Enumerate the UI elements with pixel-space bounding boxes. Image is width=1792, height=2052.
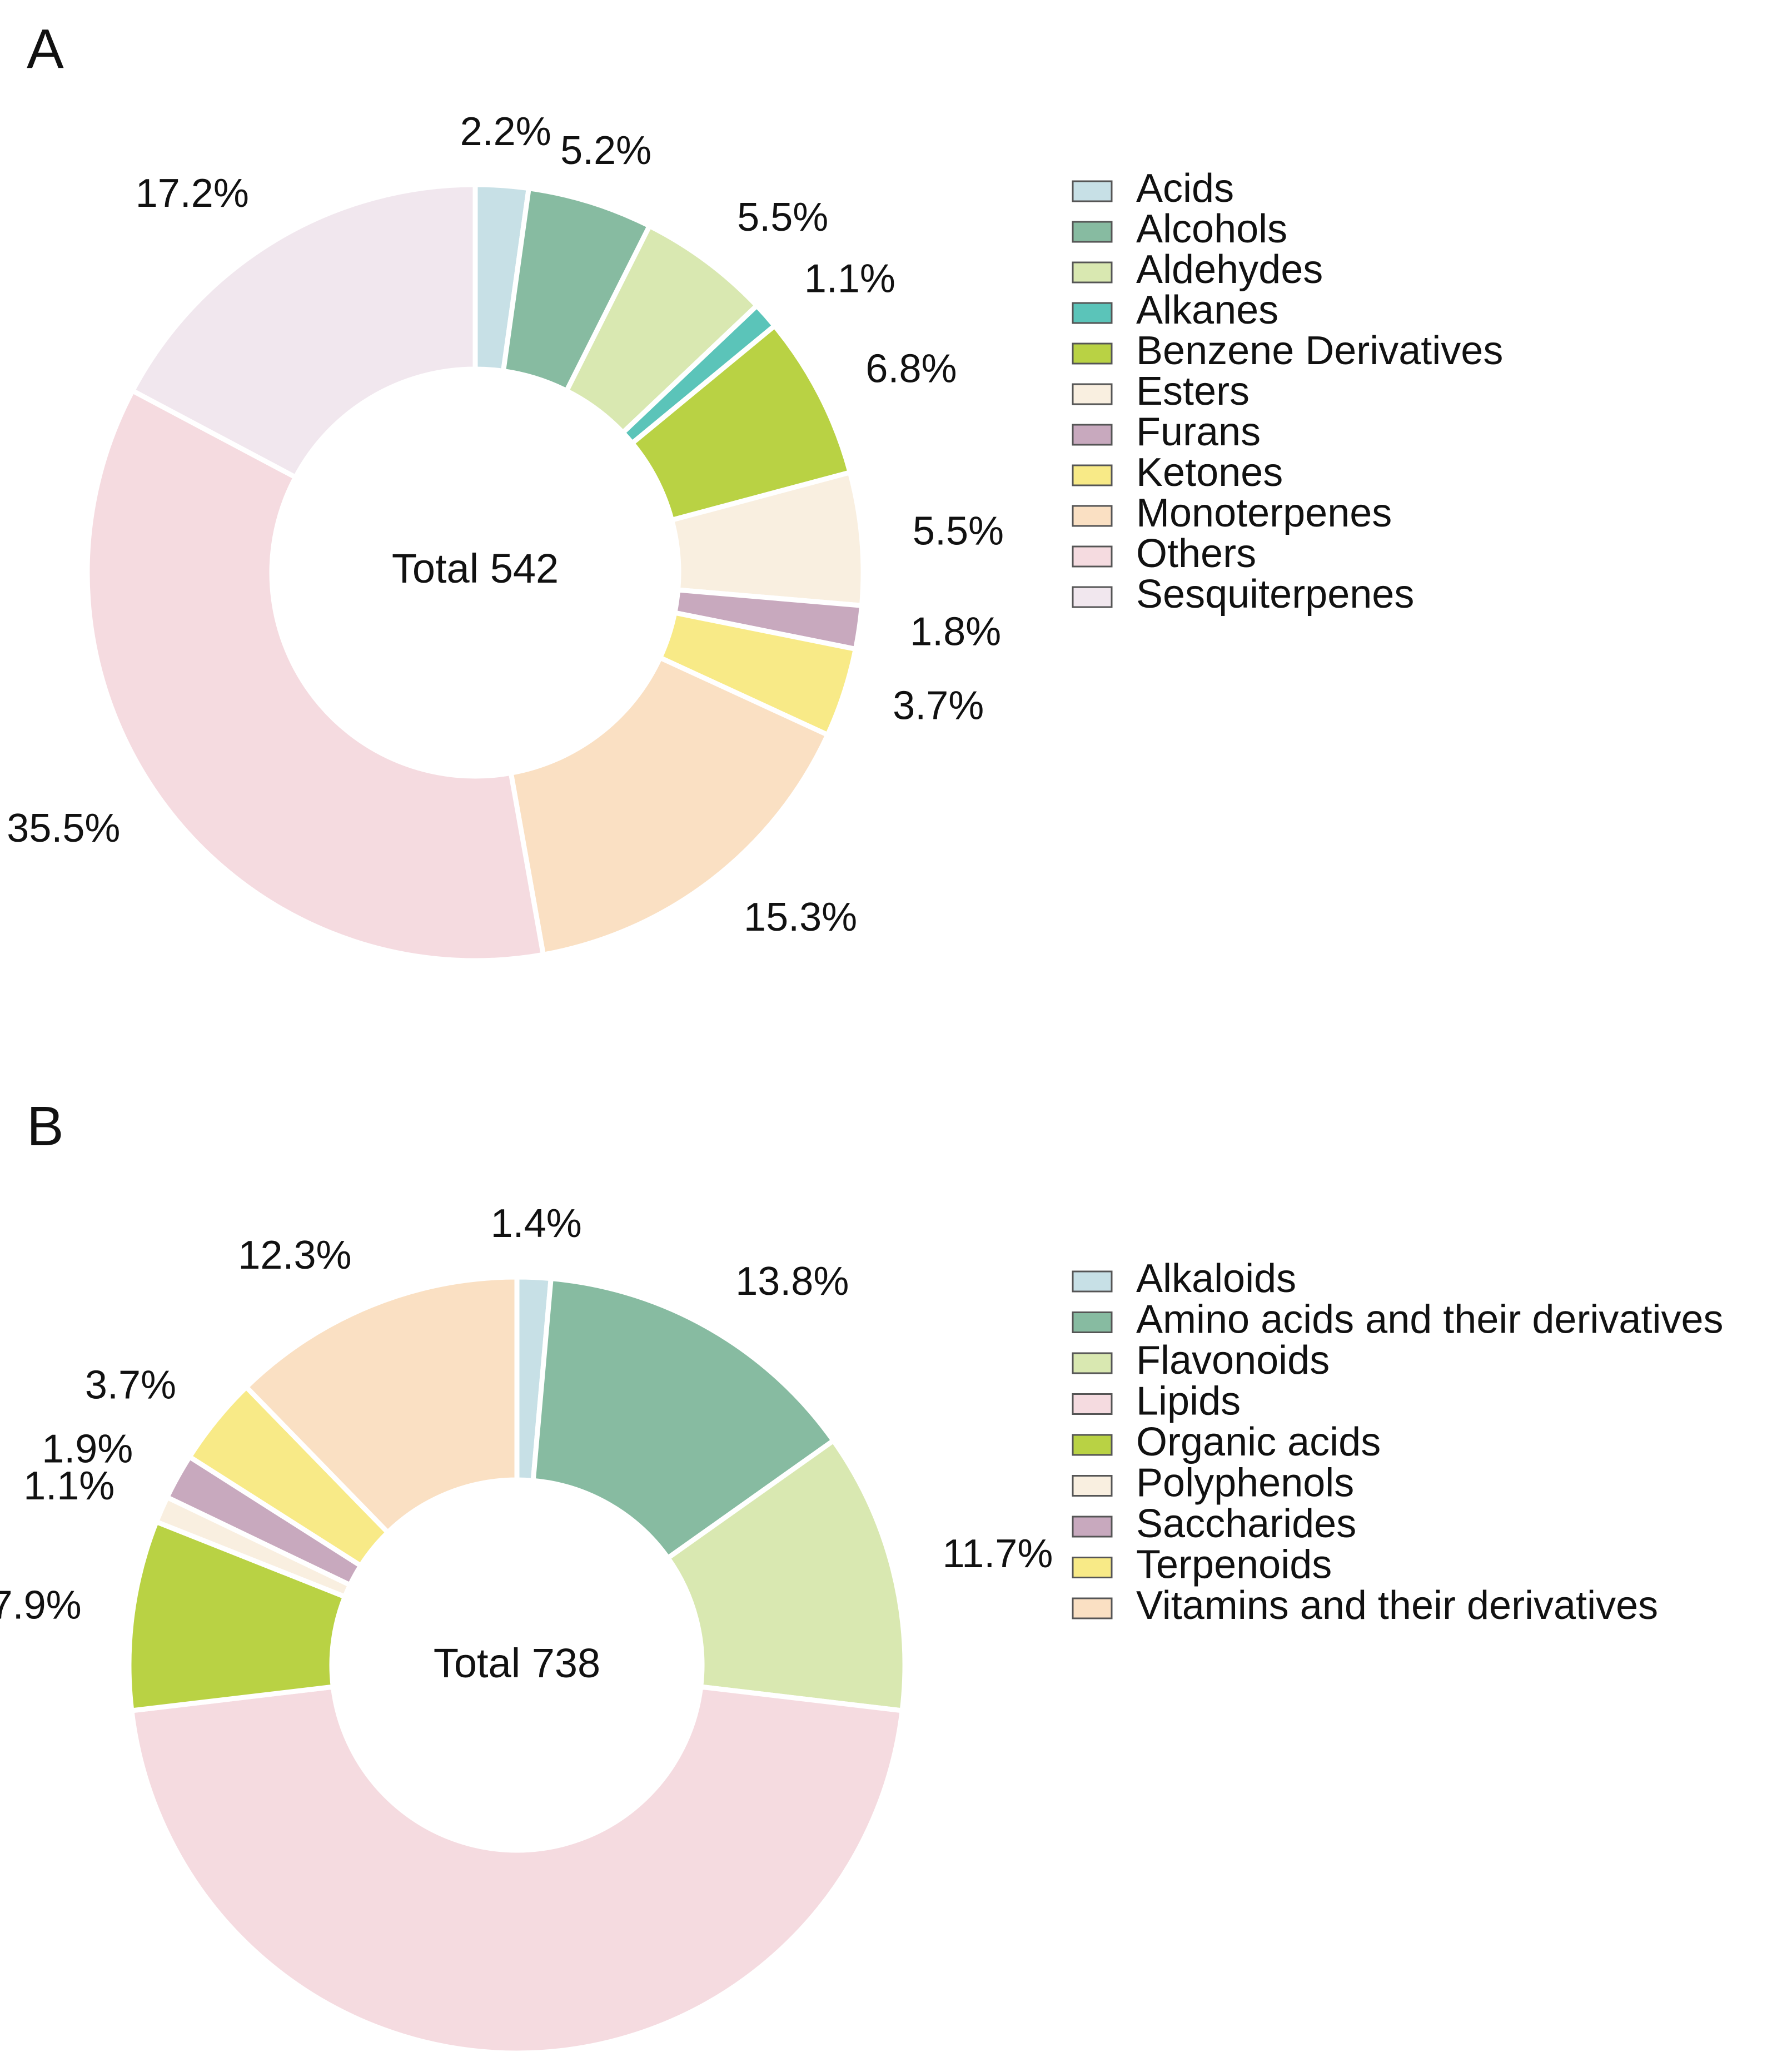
panel-a-value-label-alcohols: 5.2% xyxy=(560,128,651,173)
panel-a-value-label-sesquiterpenes: 17.2% xyxy=(136,171,249,216)
panel-a-value-label-aldehydes: 5.5% xyxy=(737,195,828,240)
panel-b-value-label-flavonoids: 11.7% xyxy=(943,1532,1053,1576)
panel-a-value-label-alkanes: 1.1% xyxy=(804,257,895,301)
panel-a-legend-label-alkanes: Alkanes xyxy=(1136,288,1278,332)
panel-b-legend-swatch-flavonoids xyxy=(1072,1352,1113,1374)
panel-a-legend-label-acids: Acids xyxy=(1136,166,1234,211)
panel-b-slice-flavonoids xyxy=(665,1438,908,1713)
panel-b-legend-label-terpenoids: Terpenoids xyxy=(1136,1543,1332,1587)
panel-a-legend-swatch-esters xyxy=(1072,383,1113,405)
panel-a-legend-label-sesquiterpenes: Sesquiterpenes xyxy=(1136,572,1414,617)
panel-b-legend-label-lipids: Lipids xyxy=(1136,1379,1241,1424)
panel-b-legend-swatch-polyphenols xyxy=(1072,1475,1113,1497)
panel-b-legend-swatch-lipids xyxy=(1072,1393,1113,1415)
panel-a-legend-label-esters: Esters xyxy=(1136,369,1250,414)
panel-b-letter: B xyxy=(27,1095,64,1157)
panel-b-slice-vitamins-and-their-derivatives xyxy=(243,1274,520,1535)
panel-a-slice-monoterpenes xyxy=(508,655,830,957)
panel-b-value-label-polyphenols: 1.1% xyxy=(23,1464,115,1508)
panel-b-legend-swatch-amino-acids-and-their-derivatives xyxy=(1072,1311,1113,1333)
panel-a-legend-label-benzene-derivatives: Benzene Derivatives xyxy=(1136,329,1503,373)
panel-a-slices xyxy=(84,182,866,963)
panel-b-legend-label-flavonoids: Flavonoids xyxy=(1136,1338,1330,1383)
panel-a-legend-swatch-alcohols xyxy=(1072,221,1113,243)
panel-a-letter: A xyxy=(27,18,64,80)
panel-a-total-label: Total 542 xyxy=(392,545,559,592)
panel-b-total-label: Total 738 xyxy=(434,1640,600,1686)
panel-b-legend-label-saccharides: Saccharides xyxy=(1136,1502,1356,1546)
panel-b-value-label-saccharides: 1.9% xyxy=(42,1427,133,1472)
panel-a-slice-sesquiterpenes xyxy=(130,182,478,480)
panel-b-legend-swatch-alkaloids xyxy=(1072,1270,1113,1293)
panel-a-legend-label-others: Others xyxy=(1136,531,1256,576)
panel-a-value-label-others: 35.5% xyxy=(7,806,120,851)
panel-b-legend-swatch-terpenoids xyxy=(1072,1557,1113,1578)
panel-b-legend-label-amino-acids-and-their-derivatives: Amino acids and their derivatives xyxy=(1136,1298,1724,1342)
panel-b-slices xyxy=(126,1274,908,2052)
panel-a-legend-swatch-alkanes xyxy=(1072,302,1113,324)
panel-a-legend-swatch-aldehydes xyxy=(1072,261,1113,284)
panel-a-value-label-monoterpenes: 15.3% xyxy=(744,895,857,940)
panel-b-legend-label-organic-acids: Organic acids xyxy=(1136,1420,1381,1464)
panel-a-slice-others xyxy=(84,388,546,963)
panel-b-value-label-organic-acids: 7.9% xyxy=(0,1583,82,1627)
panel-a-value-label-benzene-derivatives: 6.8% xyxy=(865,346,957,391)
panel-b-legend-swatch-organic-acids xyxy=(1072,1434,1113,1456)
panel-b-value-label-amino-acids-and-their-derivatives: 13.8% xyxy=(735,1259,849,1304)
panel-b-legend-swatch-saccharides xyxy=(1072,1516,1113,1538)
panel-a-legend-swatch-acids xyxy=(1072,180,1113,202)
panel-a-legend-label-aldehydes: Aldehydes xyxy=(1136,247,1323,292)
panel-b-slice-organic-acids xyxy=(126,1519,348,1713)
panel-a-donut-chart: A 2.2% 5.2% 5.5% 1.1% 6.8% 5.5% 1.8% 3.7% 15.3% 3… xyxy=(7,18,1503,963)
panel-a-value-label-furans: 1.8% xyxy=(910,610,1001,654)
panel-a-value-label-esters: 5.5% xyxy=(913,509,1004,553)
panel-b-legend-label-alkaloids: Alkaloids xyxy=(1136,1256,1296,1301)
panel-a-legend-swatch-others xyxy=(1072,545,1113,568)
panel-a-legend-swatch-ketones xyxy=(1072,464,1113,486)
panel-a-legend-swatch-sesquiterpenes xyxy=(1072,586,1113,608)
panel-a-legend-label-alcohols: Alcohols xyxy=(1136,207,1287,251)
panel-b-donut-chart: B 1.4%13.8%11.7%46.3%7.9%1.1%1.9%3.7%12.… xyxy=(0,1095,1724,2052)
panel-a-value-labels: 2.2% 5.2% 5.5% 1.1% 6.8% 5.5% 1.8% 3.7% 15.3% 35.… xyxy=(7,110,1004,940)
panel-b-value-label-terpenoids: 3.7% xyxy=(85,1363,176,1408)
panel-a-legend-label-ketones: Ketones xyxy=(1136,450,1283,495)
panel-a-legend-swatch-monoterpenes xyxy=(1072,505,1113,527)
panel-a-value-label-ketones: 3.7% xyxy=(893,684,984,728)
panel-a-legend-label-furans: Furans xyxy=(1136,410,1261,454)
panel-b-legend-label-polyphenols: Polyphenols xyxy=(1136,1461,1354,1506)
panel-a-legend-swatch-benzene-derivatives xyxy=(1072,342,1113,365)
panel-a-legend-swatch-furans xyxy=(1072,424,1113,446)
panel-b-value-label-alkaloids: 1.4% xyxy=(491,1201,582,1246)
panel-a-value-label-acids: 2.2% xyxy=(460,110,551,154)
panel-b-value-label-vitamins-and-their-derivatives: 12.3% xyxy=(238,1233,351,1278)
panel-b-legend-label-vitamins-and-their-derivatives: Vitamins and their derivatives xyxy=(1136,1583,1658,1628)
panel-b-slice-lipids xyxy=(129,1684,905,2052)
panel-b-value-labels: 1.4%13.8%11.7%46.3%7.9%1.1%1.9%3.7%12.3% xyxy=(0,1201,1053,1628)
panel-a-legend-label-monoterpenes: Monoterpenes xyxy=(1136,491,1392,535)
panel-b-legend-swatch-vitamins-and-their-derivatives xyxy=(1072,1597,1113,1619)
panel-b-slice-amino-acids-and-their-derivatives xyxy=(530,1276,836,1561)
